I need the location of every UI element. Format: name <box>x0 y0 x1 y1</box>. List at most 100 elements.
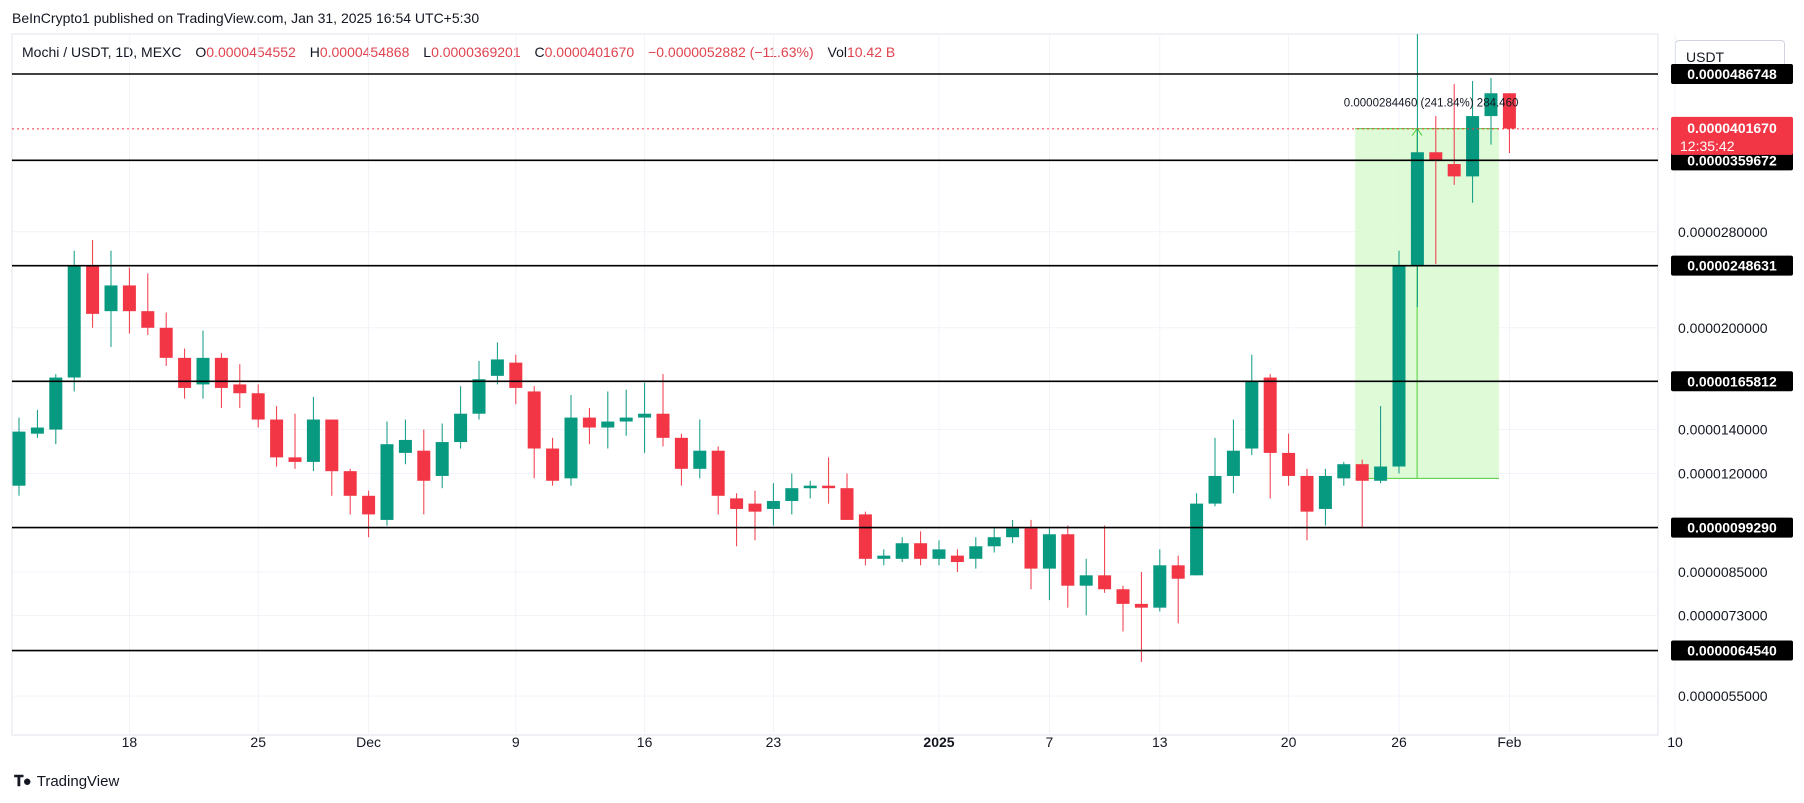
price-countdown: 12:35:42 <box>1680 138 1735 154</box>
level-value: 0.0000248631 <box>1687 258 1777 274</box>
candle-body <box>950 555 964 563</box>
x-tick-label: 10 <box>1667 734 1683 750</box>
brand-text: TradingView <box>36 773 120 790</box>
low-value: 0.0000369201 <box>431 44 521 60</box>
candle-body <box>30 427 44 434</box>
x-tick-label: 26 <box>1391 734 1407 750</box>
close-value: 0.0000401670 <box>544 44 635 60</box>
candle-body <box>472 379 486 414</box>
candle-body <box>1116 589 1130 604</box>
x-tick-label: 23 <box>766 734 782 750</box>
level-badge <box>1671 371 1793 392</box>
candle-body <box>1190 503 1204 576</box>
candle-body <box>564 417 578 479</box>
candle-body <box>969 546 983 559</box>
candle-body <box>1282 452 1296 476</box>
level-value: 0.0000064540 <box>1687 643 1777 659</box>
x-tick-label: 13 <box>1152 734 1168 750</box>
candle-body <box>1447 164 1461 177</box>
candle-body <box>932 549 946 559</box>
candle-body <box>1153 565 1167 608</box>
symbol-legend: Mochi / USDT, 1D, MEXC O0.0000454552 H0.… <box>22 44 905 60</box>
candle-body <box>1502 93 1516 129</box>
x-tick-label: 9 <box>512 734 520 750</box>
high-label: H <box>309 44 320 60</box>
candle-body <box>1061 534 1075 586</box>
measure-label: 0.0000284460 (241.84%) 284.460 <box>1344 98 1519 110</box>
candle-body <box>638 413 652 418</box>
candle-body <box>380 444 394 520</box>
candle-body <box>417 450 431 481</box>
publisher-line: BeInCrypto1 published on TradingView.com… <box>12 10 480 26</box>
candle-body <box>270 419 284 458</box>
level-value: 0.0000486748 <box>1687 66 1777 82</box>
level-badge <box>1671 517 1793 538</box>
candle-body <box>582 417 596 428</box>
x-tick-label: 20 <box>1281 734 1297 750</box>
y-tick-label: 0.0000200000 <box>1678 320 1768 336</box>
candle-body <box>1079 575 1093 586</box>
candle-body <box>122 285 136 312</box>
x-tick-label: 2025 <box>923 734 954 750</box>
symbol-name[interactable]: Mochi / USDT, 1D, MEXC <box>22 44 182 60</box>
open-label: O <box>195 44 207 60</box>
candle-body <box>1300 475 1314 512</box>
candle-body <box>1466 116 1480 177</box>
candle-body <box>214 357 228 388</box>
y-tick-label: 0.0000120000 <box>1678 466 1768 482</box>
candle-body <box>67 265 81 378</box>
current-price-value: 0.0000401670 <box>1687 120 1777 136</box>
candle-body <box>711 450 725 496</box>
candle-body <box>490 359 504 376</box>
candle-body <box>251 393 265 420</box>
candle-body <box>527 391 541 449</box>
x-tick-label: Feb <box>1497 734 1521 750</box>
tradingview-icon: 𝐓● <box>14 773 32 790</box>
candle-body <box>1318 475 1332 509</box>
low-label: L <box>423 44 432 60</box>
x-tick-label: 25 <box>250 734 266 750</box>
candle-body <box>1226 450 1240 476</box>
level-badge <box>1671 255 1793 276</box>
candle-body <box>619 417 633 422</box>
candle-body <box>1429 152 1443 161</box>
x-tick-label: 16 <box>637 734 653 750</box>
candle-body <box>1392 265 1406 467</box>
candle-body <box>877 555 891 559</box>
candle-body <box>987 537 1001 547</box>
x-tick-label: Dec <box>356 734 381 750</box>
candle-body <box>822 485 836 489</box>
candle-body <box>12 431 26 486</box>
candle-body <box>178 357 192 388</box>
candle-body <box>1355 464 1369 481</box>
candle-body <box>1042 534 1056 569</box>
y-tick-label: 0.0000280000 <box>1678 224 1768 240</box>
candle-body <box>141 311 155 328</box>
candle-body <box>1024 528 1038 569</box>
candle-body <box>1374 466 1388 481</box>
level-value: 0.0000359672 <box>1687 152 1777 168</box>
tradingview-logo[interactable]: 𝐓● TradingView <box>14 773 119 790</box>
candle-body <box>656 413 670 438</box>
candle-body <box>325 419 339 472</box>
candle-body <box>803 485 817 489</box>
volume-label: Vol <box>827 44 847 60</box>
candle-body <box>1098 575 1112 590</box>
x-tick-label: 18 <box>122 734 138 750</box>
y-tick-label: 0.0000085000 <box>1678 564 1768 580</box>
level-badge <box>1671 150 1793 171</box>
candle-body <box>159 327 173 358</box>
level-value: 0.0000165812 <box>1687 373 1777 389</box>
candle-body <box>748 503 762 512</box>
change-value: −0.0000052882 (−11.63%) <box>648 44 814 60</box>
close-label: C <box>534 44 545 60</box>
candle-body <box>86 265 100 314</box>
measure-box <box>1355 128 1499 479</box>
candle-body <box>288 457 302 462</box>
high-value: 0.0000454868 <box>319 44 410 60</box>
candle-body <box>454 413 468 443</box>
candle-body <box>1337 464 1351 479</box>
candle-body <box>233 384 247 394</box>
x-tick-label: 7 <box>1046 734 1054 750</box>
